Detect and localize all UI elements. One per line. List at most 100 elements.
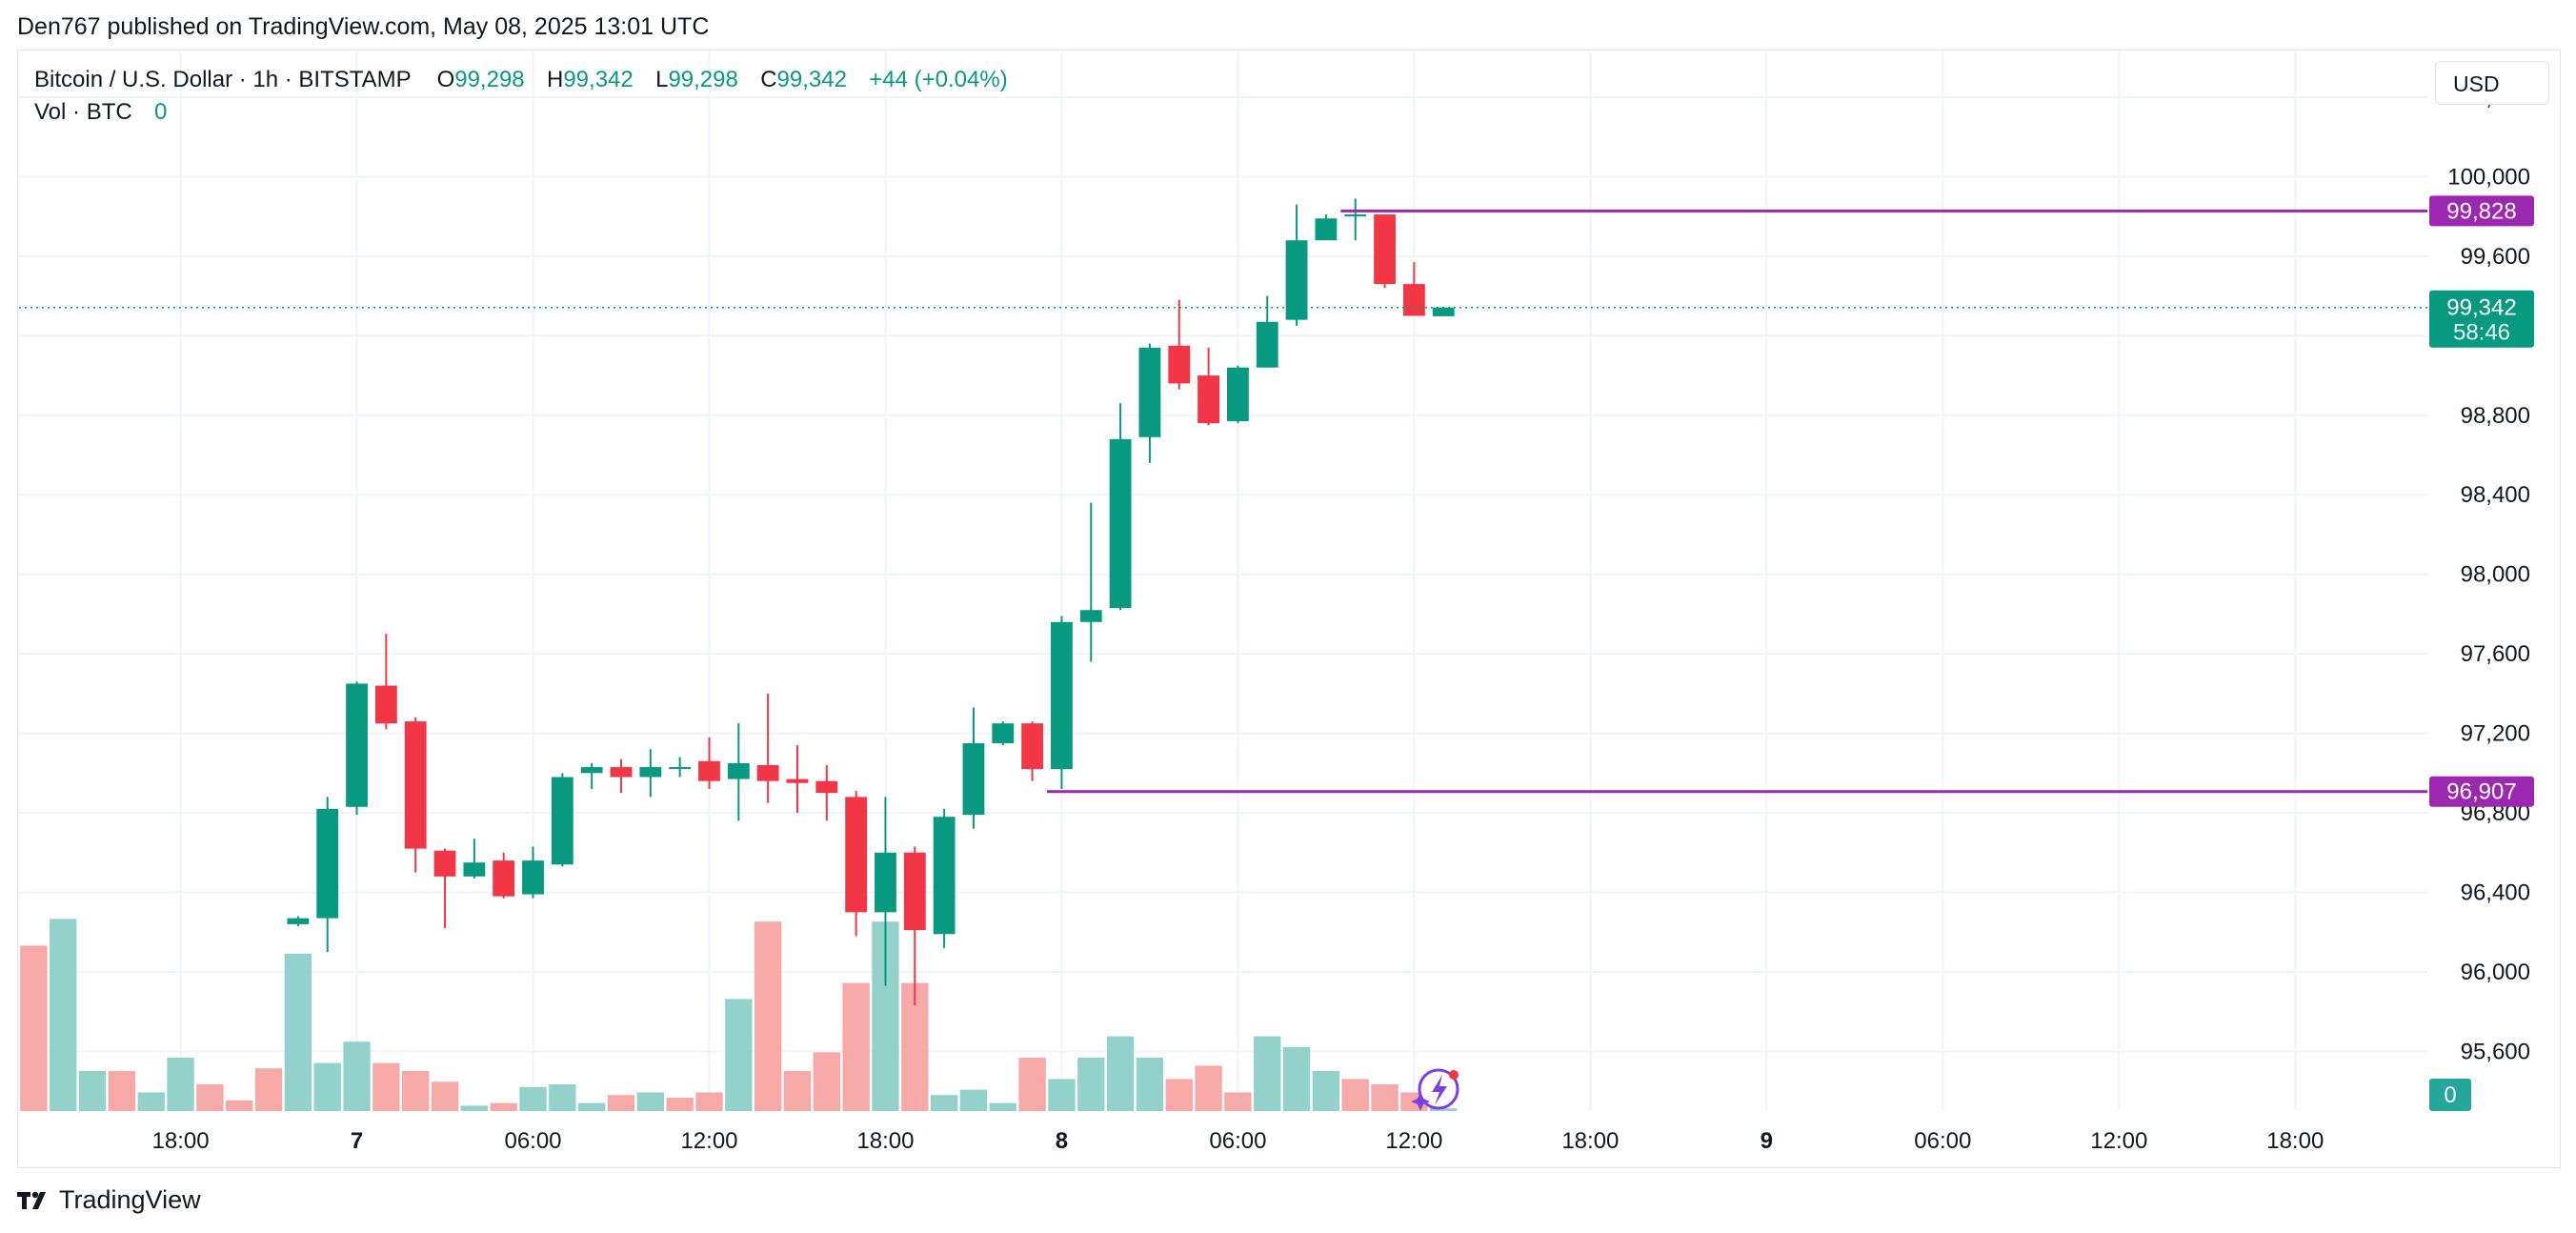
volume-bar <box>1282 1046 1311 1111</box>
chart-extras <box>1411 1068 1459 1111</box>
candle-body <box>1315 218 1338 241</box>
candle-body <box>1021 723 1044 770</box>
time-axis: 18:00 7 06:00 12:00 18:00 8 06:00 12:00 18:00 9 06… <box>152 1128 2324 1154</box>
candle-body <box>756 764 779 781</box>
volume-bar <box>1048 1079 1076 1111</box>
volume-bar <box>930 1095 958 1111</box>
level-badge-label: 99,828 <box>2446 198 2516 224</box>
candle-body <box>639 767 662 778</box>
volume-bar <box>108 1071 136 1111</box>
candle-body <box>433 850 456 877</box>
countdown-label: 58:46 <box>2453 320 2510 346</box>
volume-bar <box>343 1041 371 1111</box>
volume-bar <box>989 1102 1016 1111</box>
candle-body <box>962 743 985 816</box>
volume-bar <box>1077 1058 1105 1111</box>
candle-body <box>374 685 397 724</box>
candle-series <box>287 198 1455 1006</box>
candle-body <box>463 862 486 877</box>
candle-body <box>404 721 427 849</box>
ai-lightning-icon <box>1411 1068 1459 1111</box>
time-tick-label: 06:00 <box>1209 1128 1266 1154</box>
candle-body <box>1256 321 1278 368</box>
volume-bar <box>783 1071 812 1111</box>
volume-bar <box>1430 1108 1458 1111</box>
legend-close-label: C <box>760 67 777 92</box>
current-price-badge <box>2429 290 2534 348</box>
volume-bar <box>1371 1084 1399 1111</box>
volume-bar <box>813 1052 840 1111</box>
volume-bar <box>1106 1036 1135 1111</box>
candle-body <box>903 852 926 931</box>
legend-low-value: 99,298 <box>668 67 738 92</box>
volume-bar <box>666 1098 694 1111</box>
legend-open-value: 99,298 <box>454 67 525 92</box>
candle-body <box>1402 284 1425 316</box>
volume-bar <box>577 1102 606 1111</box>
volume-bar <box>1195 1065 1222 1111</box>
volume-bar <box>1165 1079 1193 1111</box>
volume-bar <box>490 1102 517 1111</box>
chart-frame <box>17 50 2561 1168</box>
volume-bar <box>1254 1036 1281 1111</box>
price-tick-label: 98,000 <box>2461 562 2530 588</box>
price-tick-label: 98,400 <box>2461 482 2530 508</box>
candle-body <box>992 723 1015 744</box>
legend-high-label: H <box>546 67 564 92</box>
volume-bar <box>78 1071 107 1111</box>
volume-bar <box>167 1058 194 1111</box>
volume-axis-badge <box>2429 1079 2471 1111</box>
volume-bar <box>607 1095 635 1111</box>
legend-open-label: O <box>436 67 455 92</box>
volume-bar <box>549 1084 576 1111</box>
time-tick-label: 12:00 <box>1385 1128 1442 1154</box>
time-tick-label: 8 <box>1056 1128 1068 1154</box>
ohlc-legend: Bitcoin / U.S. Dollar · 1h · BITSTAMP O9… <box>34 67 1008 93</box>
candle-body <box>1051 621 1073 770</box>
currency-button[interactable]: USD <box>2435 61 2549 105</box>
level-badge-label: 96,907 <box>2446 779 2516 805</box>
legend-low-label: L <box>655 67 669 92</box>
candle-body <box>815 780 838 794</box>
candle-body <box>493 860 515 897</box>
volume-legend-label: Vol · BTC <box>34 99 132 125</box>
candle-body <box>522 860 544 895</box>
brand-text: TradingView <box>59 1185 201 1214</box>
price-tick-label: 97,600 <box>2461 641 2530 667</box>
volume-series <box>20 919 1458 1111</box>
volume-bar <box>137 1092 165 1111</box>
candle-body <box>551 777 574 865</box>
volume-bar <box>254 1068 283 1111</box>
volume-bar <box>636 1092 665 1111</box>
volume-bar <box>1136 1058 1164 1111</box>
tradingview-logo-icon <box>17 1191 46 1209</box>
time-tick-label: 18:00 <box>856 1128 914 1154</box>
volume-axis-label: 0 <box>2444 1082 2456 1108</box>
publish-info: Den767 published on TradingView.com, May… <box>17 13 710 40</box>
volume-bar <box>284 953 312 1111</box>
price-tick-label: 97,200 <box>2461 721 2530 747</box>
candle-body <box>287 918 310 924</box>
volume-bar <box>1312 1071 1340 1111</box>
price-tick-label: 100,000 <box>2447 164 2530 190</box>
volume-bar <box>372 1062 400 1111</box>
tradingview-brand[interactable]: TradingView <box>17 1185 201 1215</box>
candle-body <box>875 852 896 913</box>
candle-body <box>346 683 368 807</box>
candle-body <box>786 778 809 783</box>
volume-legend-value: 0 <box>154 99 168 125</box>
volume-bar <box>20 945 48 1111</box>
notification-dot <box>1449 1070 1459 1080</box>
volume-bar <box>1018 1058 1046 1111</box>
price-tick-label: 99,600 <box>2461 244 2530 270</box>
volume-bar <box>1341 1079 1369 1111</box>
legend-symbol: Bitcoin / U.S. Dollar · 1h · BITSTAMP <box>34 67 412 92</box>
volume-bar <box>460 1105 489 1111</box>
candle-body <box>1285 240 1308 320</box>
volume-bar <box>313 1062 341 1111</box>
legend-change: +44 (+0.04%) <box>869 67 1008 92</box>
candle-body <box>1197 375 1219 424</box>
volume-bar <box>1224 1092 1252 1111</box>
legend-close-value: 99,342 <box>776 67 847 92</box>
